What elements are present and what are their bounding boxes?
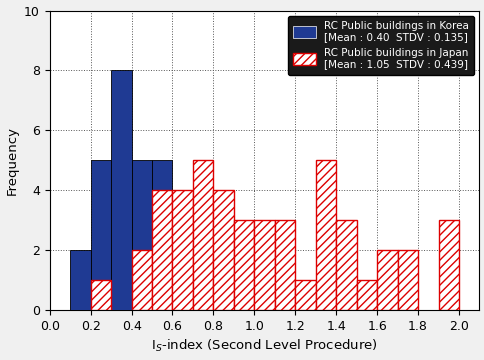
Bar bbox=[131, 250, 151, 310]
Bar bbox=[233, 220, 254, 310]
Bar bbox=[70, 250, 91, 310]
Bar bbox=[377, 250, 397, 310]
Bar bbox=[356, 280, 377, 310]
Bar bbox=[131, 160, 151, 310]
Y-axis label: Frequency: Frequency bbox=[5, 126, 18, 195]
Bar bbox=[397, 250, 417, 310]
Bar bbox=[91, 280, 111, 310]
Bar bbox=[172, 190, 193, 310]
Bar bbox=[151, 190, 172, 310]
Bar bbox=[111, 71, 131, 310]
Bar bbox=[254, 220, 274, 310]
Bar bbox=[438, 220, 458, 310]
Bar bbox=[295, 280, 315, 310]
Legend: RC Public buildings in Korea
[Mean : 0.40  STDV : 0.135], RC Public buildings in: RC Public buildings in Korea [Mean : 0.4… bbox=[287, 16, 473, 75]
Bar bbox=[274, 220, 295, 310]
Bar bbox=[315, 160, 335, 310]
Bar bbox=[193, 160, 213, 310]
Bar bbox=[91, 160, 111, 310]
Bar bbox=[213, 190, 233, 310]
Bar bbox=[151, 160, 172, 310]
Bar bbox=[172, 220, 193, 310]
Bar bbox=[335, 220, 356, 310]
X-axis label: I$_S$-index (Second Level Procedure): I$_S$-index (Second Level Procedure) bbox=[151, 338, 377, 355]
